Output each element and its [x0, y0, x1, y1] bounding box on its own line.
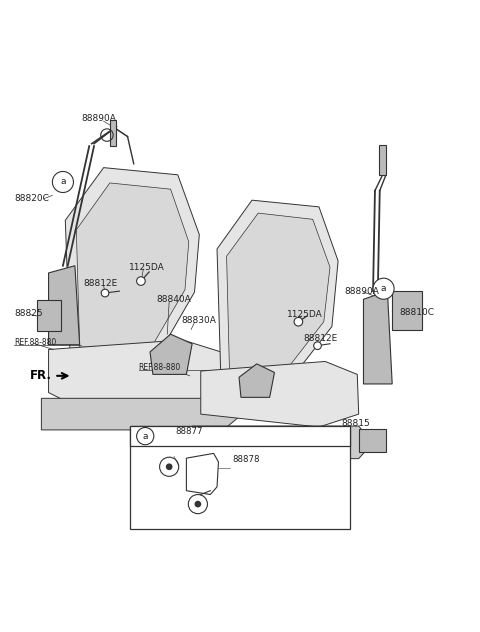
Circle shape: [52, 171, 73, 193]
Text: 88890A: 88890A: [344, 287, 379, 296]
Bar: [36, 300, 61, 331]
Text: 88890A: 88890A: [81, 114, 116, 123]
Polygon shape: [65, 167, 199, 355]
Polygon shape: [76, 183, 189, 347]
Circle shape: [101, 289, 109, 297]
Circle shape: [373, 278, 394, 299]
Polygon shape: [227, 213, 330, 371]
Text: 88878: 88878: [233, 455, 260, 464]
Bar: [130, 426, 350, 446]
Bar: [392, 291, 422, 331]
Polygon shape: [48, 340, 223, 404]
Polygon shape: [41, 398, 242, 430]
Text: 88815: 88815: [341, 419, 370, 428]
Text: REF.88-880: REF.88-880: [139, 363, 181, 372]
Text: a: a: [60, 178, 66, 186]
Text: 88877: 88877: [175, 427, 203, 435]
Circle shape: [137, 277, 145, 286]
Text: REF.88-880: REF.88-880: [14, 338, 56, 347]
Circle shape: [194, 501, 201, 507]
Text: 1125DA: 1125DA: [287, 310, 323, 319]
Polygon shape: [48, 265, 80, 344]
Polygon shape: [363, 291, 392, 384]
Polygon shape: [192, 426, 373, 459]
Text: 88840A: 88840A: [156, 295, 191, 304]
Text: 88820C: 88820C: [14, 194, 49, 204]
Text: a: a: [381, 284, 386, 293]
Bar: [130, 426, 350, 529]
Circle shape: [137, 427, 154, 445]
Polygon shape: [239, 364, 275, 398]
Text: a: a: [143, 432, 148, 441]
Text: 88812E: 88812E: [83, 279, 117, 288]
Bar: [359, 429, 386, 453]
Bar: [110, 120, 116, 146]
Bar: [379, 145, 386, 175]
Circle shape: [314, 342, 322, 349]
Polygon shape: [150, 334, 192, 374]
Polygon shape: [201, 362, 359, 427]
Polygon shape: [217, 200, 338, 378]
Text: 88810C: 88810C: [399, 308, 434, 317]
Text: 88812E: 88812E: [303, 334, 337, 343]
Text: 1125DA: 1125DA: [129, 263, 165, 272]
Text: FR.: FR.: [30, 369, 52, 382]
Circle shape: [166, 463, 172, 470]
Circle shape: [294, 317, 303, 326]
Text: 88825: 88825: [14, 309, 43, 318]
Text: 88830A: 88830A: [181, 316, 216, 325]
